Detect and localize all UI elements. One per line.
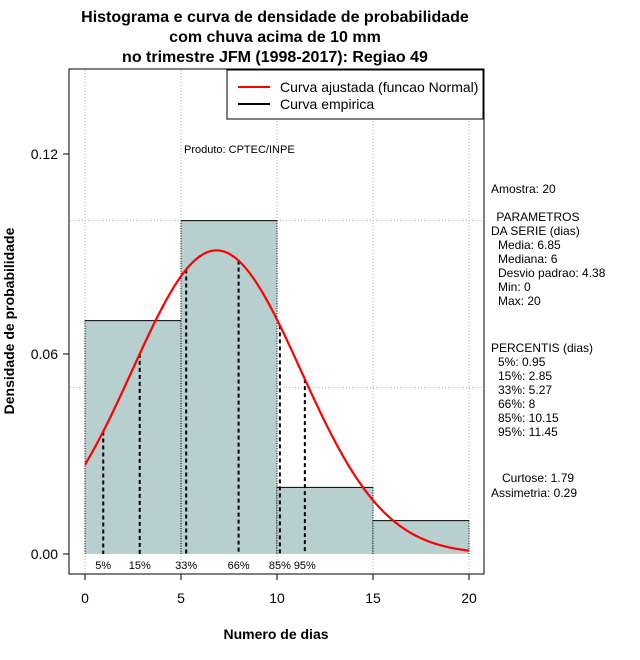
stats-median: Mediana: 6 (498, 252, 558, 266)
x-tick-label: 5 (177, 590, 185, 606)
percentile-label: 66% (228, 560, 250, 572)
x-axis: 0 5 10 15 20 (81, 573, 477, 606)
chart-title-line-1: Histograma e curva de densidade de proba… (81, 9, 469, 26)
normal-fit-curve (84, 249, 470, 552)
stats-parameters-header: PARAMETROS (493, 210, 579, 224)
stats-panel: Amostra: 20 PARAMETROS DA SERIE (dias) M… (491, 182, 606, 500)
legend-label-empirical: Curva empirica (280, 96, 374, 112)
x-tick-label: 20 (461, 590, 477, 606)
histogram-bar (277, 487, 373, 554)
stats-sample: Amostra: 20 (491, 182, 556, 196)
stats-p85: 85%: 10.15 (498, 411, 559, 425)
y-axis: 0.00 0.06 0.12 (31, 146, 70, 562)
stats-kurtosis: Curtose: 1.79 (502, 471, 574, 485)
percentile-label: 95% (294, 560, 316, 572)
stats-mean: Media: 6.85 (498, 238, 561, 252)
x-tick-label: 0 (81, 590, 89, 606)
stats-p66: 66%: 8 (498, 397, 536, 411)
percentile-label: 15% (129, 560, 151, 572)
x-tick-label: 15 (365, 590, 381, 606)
legend-box (226, 69, 484, 120)
stats-p33: 33%: 5.27 (498, 383, 552, 397)
y-tick-label: 0.12 (31, 146, 58, 162)
percentile-label: 85% (269, 560, 291, 572)
chart-title-line-2: com chuva acima de 10 mm (169, 29, 381, 46)
legend: Curva ajustada (funcao Normal) Curva emp… (226, 69, 484, 120)
histogram-bar (181, 220, 277, 554)
stats-max: Max: 20 (498, 294, 541, 308)
chart-title-line-3: no trimestre JFM (1998-2017): Regiao 49 (122, 49, 428, 66)
bars-layer (84, 220, 470, 554)
stats-min: Min: 0 (498, 280, 531, 294)
stats-p15: 15%: 2.85 (498, 369, 552, 383)
y-axis-title: Densidade de probabilidade (1, 227, 17, 414)
stats-p95: 95%: 11.45 (498, 425, 558, 439)
stats-skewness: Assimetria: 0.29 (491, 486, 577, 500)
product-annotation: Produto: CPTEC/INPE (184, 144, 295, 156)
stats-sd: Desvio padrao: 4.38 (498, 266, 606, 280)
x-axis-title: Numero de dias (223, 626, 328, 642)
stats-parameters-sub: DA SERIE (dias) (491, 224, 580, 238)
stats-percentiles-header: PERCENTIS (dias) (491, 341, 593, 355)
y-tick-label: 0.00 (31, 546, 58, 562)
percentile-label: 33% (175, 560, 197, 572)
x-tick-label: 10 (269, 590, 285, 606)
legend-label-normal: Curva ajustada (funcao Normal) (280, 79, 478, 95)
y-tick-label: 0.06 (31, 346, 58, 362)
percentile-label: 5% (95, 560, 111, 572)
percentile-layer: 5% 15% 33% 66% 85% 95% (95, 260, 316, 572)
stats-p5: 5%: 0.95 (498, 355, 546, 369)
